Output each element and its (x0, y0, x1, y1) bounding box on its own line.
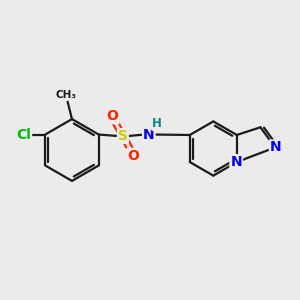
Text: S: S (118, 129, 128, 143)
Text: N: N (270, 140, 281, 154)
Text: CH₃: CH₃ (56, 90, 76, 100)
Text: Cl: Cl (16, 128, 31, 142)
Text: N: N (230, 155, 242, 169)
Text: N: N (143, 128, 154, 142)
Text: H: H (152, 117, 162, 130)
Text: O: O (106, 109, 119, 123)
Text: O: O (127, 149, 139, 163)
